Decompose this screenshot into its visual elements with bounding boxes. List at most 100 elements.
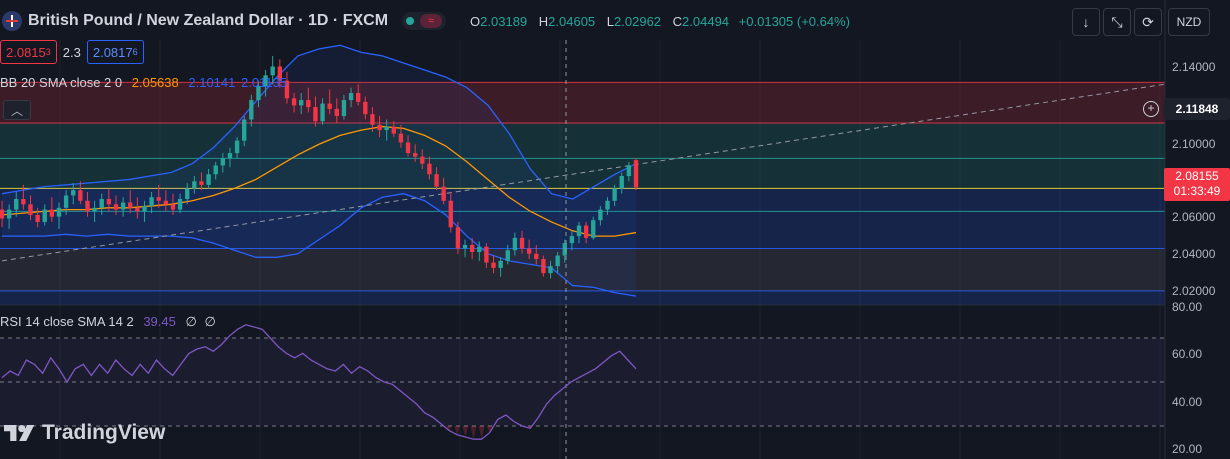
candle-body [363, 101, 368, 115]
candle-body [234, 140, 240, 154]
candle-body [562, 243, 567, 256]
candle-body [249, 100, 254, 120]
candle-body [227, 153, 233, 159]
candle-body [99, 199, 104, 208]
market-status-group[interactable]: ≈ [402, 12, 447, 30]
candle-body [612, 188, 617, 201]
bb-fill [2, 45, 636, 297]
candle-body [206, 174, 211, 185]
bb-basis-line [1, 125, 637, 237]
zone-band [0, 188, 1165, 212]
trendline [1, 83, 1166, 262]
candle-body [270, 66, 275, 76]
candle-body [519, 237, 525, 249]
candle-body [284, 80, 290, 99]
candle-body [420, 156, 425, 164]
zone-band [0, 211, 1165, 249]
candle-body [313, 107, 318, 122]
candle-body [633, 160, 639, 188]
candle-body [398, 133, 404, 143]
candle-body [512, 237, 518, 251]
fullscreen-expand-icon[interactable]: ⤡ [1103, 8, 1131, 36]
candle-body [434, 174, 439, 187]
candle-body [541, 259, 546, 274]
symbol-title[interactable]: British Pound / New Zealand Dollar · 1D … [28, 12, 389, 29]
gbp-nzd-flag-icon [2, 11, 22, 31]
candle-body [448, 200, 453, 228]
candle-body [21, 199, 26, 205]
currency-selector[interactable]: NZD [1168, 8, 1210, 36]
candle-body [377, 124, 382, 131]
buy-price: 2.0817 [92, 44, 133, 60]
candle-body [92, 207, 97, 212]
zone-band [0, 82, 1165, 124]
hover-price-label: 2.11848 [1164, 98, 1230, 120]
last-price-label: 2.08155 01:33:49 [1164, 168, 1230, 201]
rsi-extra-2: ∅ [204, 314, 216, 329]
candle-body [370, 114, 375, 125]
download-arrow-icon[interactable]: ↓ [1072, 8, 1100, 36]
bb-lower-value: 2.01135 [241, 75, 288, 90]
zone-band [0, 290, 1165, 305]
candle-body [291, 98, 297, 106]
candle-body [220, 158, 226, 166]
rsi-tick: 20.00 [1172, 442, 1203, 456]
candle-body [149, 197, 154, 207]
high-key: H [538, 13, 549, 29]
symbol-header: British Pound / New Zealand Dollar · 1D … [0, 8, 850, 34]
sell-button[interactable]: 2.0815 3 [0, 40, 57, 64]
candle-body [427, 163, 432, 175]
candle-body [341, 100, 347, 116]
candle-body [28, 204, 33, 215]
wave-indicator-icon[interactable]: ≈ [420, 14, 443, 28]
bb-legend[interactable]: BB 20 SMA close 2 0 2.05638 2.10141 2.01… [0, 75, 287, 90]
candle-body [120, 202, 126, 210]
candle-body [63, 195, 69, 208]
rsi-band [0, 338, 1165, 426]
open-value: 2.03189 [480, 13, 528, 29]
candle-body [256, 85, 261, 101]
candle-body [306, 100, 311, 108]
candle-body [277, 66, 283, 81]
candle-body [177, 199, 183, 210]
candle-body [135, 207, 140, 212]
candle-body [156, 197, 161, 201]
countdown-timer: 01:33:49 [1173, 184, 1221, 198]
spread-value: 2.3 [62, 44, 81, 60]
market-open-dot-icon [406, 17, 415, 25]
candle-body [263, 75, 268, 86]
buy-price-sup: 6 [132, 47, 138, 57]
candle-body [441, 186, 446, 201]
candle-body [462, 244, 468, 249]
price-tick: 2.10000 [1172, 137, 1216, 151]
price-tick: 2.02000 [1172, 284, 1216, 298]
candle-body [327, 103, 332, 109]
candle-body [455, 227, 461, 249]
candle-body [583, 225, 589, 238]
sell-price: 2.0815 [6, 44, 46, 60]
tradingview-logo[interactable]: TradingView [4, 421, 165, 445]
candle-body [491, 262, 496, 268]
candle-body [6, 209, 12, 219]
brand-name: TradingView [42, 421, 166, 444]
candle-body [526, 248, 532, 254]
candle-body [405, 142, 411, 154]
candle-body [213, 165, 218, 175]
bb-upper-line [1, 44, 637, 200]
change-value: +0.01305 (+0.64%) [738, 13, 850, 29]
collapse-legend-chevron-icon[interactable]: ︿ [3, 100, 31, 120]
candle-body [113, 204, 119, 210]
candle-body [484, 246, 489, 263]
candle-body [626, 165, 632, 177]
rsi-legend[interactable]: RSI 14 close SMA 14 2 39.45 ∅ ∅ [0, 314, 216, 330]
candle-body [163, 200, 169, 205]
rsi-line [1, 324, 637, 440]
reset-chart-icon[interactable]: ⟳ [1134, 8, 1162, 36]
candle-body [555, 255, 560, 267]
add-alert-plus-icon[interactable]: + [1143, 101, 1159, 117]
tradingview-logo-icon [4, 425, 35, 441]
buy-button[interactable]: 2.0817 6 [86, 40, 144, 64]
close-value: 2.04494 [682, 13, 730, 29]
candle-body [505, 250, 510, 261]
